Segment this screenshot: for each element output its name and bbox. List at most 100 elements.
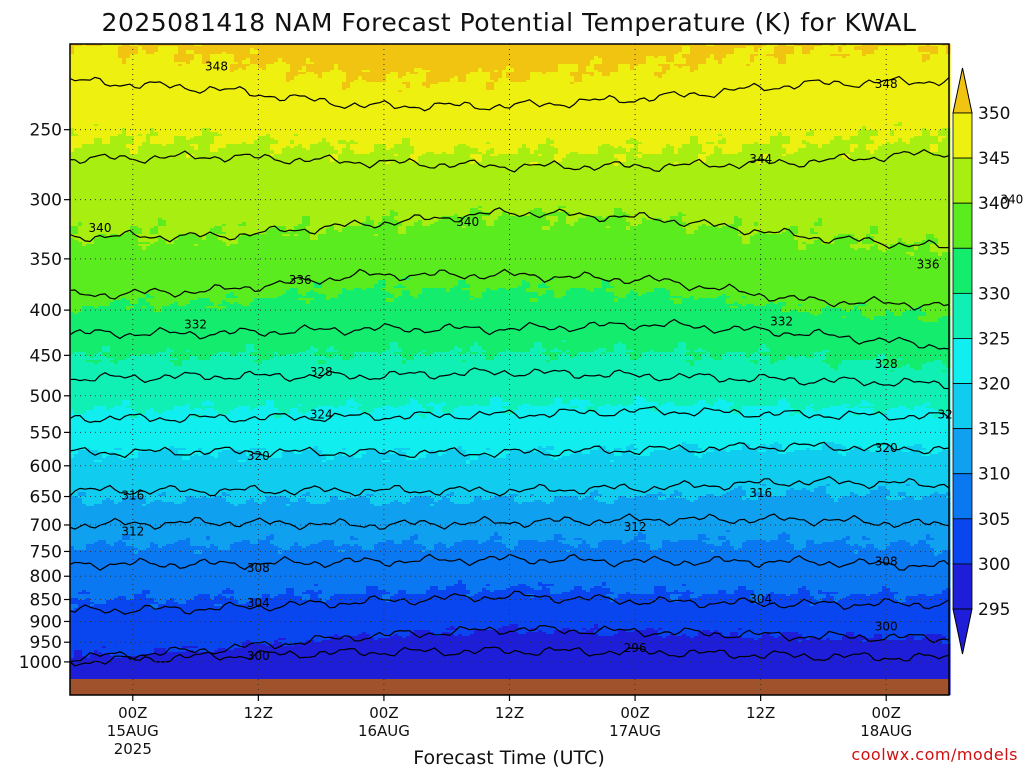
contour-fill-cell <box>586 74 591 155</box>
contour-fill-cell <box>366 82 371 155</box>
contour-fill-cell <box>378 280 383 355</box>
contour-fill-cell <box>762 406 767 445</box>
contour-fill-cell <box>126 44 131 59</box>
contour-fill-cell <box>550 450 555 459</box>
contour-fill-cell <box>370 152 375 221</box>
contour-fill-cell <box>142 242 147 245</box>
contour-fill-cell <box>790 632 795 695</box>
contour-fill-cell <box>790 54 795 155</box>
contour-fill-cell <box>690 444 695 503</box>
contour-fill-cell <box>698 458 703 497</box>
contour-fill-cell <box>774 362 779 407</box>
contour-fill-cell <box>710 142 715 145</box>
contour-fill-cell <box>354 636 359 695</box>
contour-fill-cell <box>738 218 743 227</box>
contour-fill-cell <box>306 594 311 601</box>
contour-fill-cell <box>858 446 863 497</box>
contour-fill-cell <box>494 290 499 357</box>
contour-fill-cell <box>346 594 351 637</box>
contour-fill-cell <box>582 154 587 219</box>
contour-fill-cell <box>250 642 255 695</box>
contour-fill-cell <box>802 140 807 145</box>
contour-fill-cell <box>574 288 579 357</box>
contour-fill-cell <box>682 46 687 55</box>
contour-fill-cell <box>614 456 619 501</box>
contour-fill-cell <box>870 544 875 595</box>
contour-fill-cell <box>402 82 407 85</box>
contour-fill-cell <box>174 136 179 241</box>
contour-fill-cell <box>282 646 287 695</box>
contour-fill-cell <box>194 596 199 647</box>
contour-fill-cell <box>110 546 115 601</box>
contour-fill-cell <box>110 44 115 137</box>
contour-fill-cell <box>134 154 139 227</box>
contour-fill-cell <box>846 596 851 633</box>
contour-fill-cell <box>774 594 779 639</box>
contour-fill-cell <box>118 360 123 407</box>
contour-fill-cell <box>854 136 859 145</box>
contour-fill-cell <box>754 52 759 55</box>
contour-fill-cell <box>850 408 855 451</box>
contour-fill-cell <box>894 450 899 501</box>
contour-fill-cell <box>322 44 327 73</box>
contour-fill-cell <box>918 316 923 321</box>
contour-fill-cell <box>774 234 779 305</box>
contour-fill-cell <box>382 504 387 543</box>
contour-fill-cell <box>538 144 543 155</box>
contour-fill-cell <box>166 410 171 449</box>
contour-fill-cell <box>662 74 667 149</box>
contour-fill-cell <box>442 632 447 695</box>
contour-fill-cell <box>766 56 771 145</box>
contour-fill-cell <box>566 64 571 155</box>
contour-fill-cell <box>418 294 423 353</box>
contour-fill-cell <box>574 398 579 407</box>
contour-fill-cell <box>418 404 423 415</box>
contour-fill-cell <box>802 250 807 313</box>
contour-fill-cell <box>222 414 227 451</box>
contour-fill-cell <box>626 140 631 145</box>
contour-fill-cell <box>710 550 715 553</box>
contour-fill-cell <box>802 450 807 489</box>
contour-fill-cell <box>262 136 267 235</box>
contour-fill-cell <box>322 138 327 235</box>
contour-fill-cell <box>898 496 903 501</box>
contour-fill-cell <box>902 602 907 641</box>
contour-fill-cell <box>106 498 111 545</box>
contour-fill-cell <box>106 654 111 695</box>
contour-fill-cell <box>138 46 143 135</box>
contour-fill-cell <box>406 594 411 637</box>
contour-fill-cell <box>678 212 683 297</box>
contour-fill-cell <box>642 496 647 535</box>
contour-fill-cell <box>486 360 491 407</box>
contour-fill-cell <box>862 408 867 451</box>
contour-fill-cell <box>634 44 639 67</box>
contour-fill-cell <box>794 632 799 695</box>
contour-fill-cell <box>866 250 871 319</box>
contour-fill-cell <box>102 306 107 347</box>
contour-fill-cell <box>130 226 135 305</box>
contour-fill-cell <box>538 582 543 587</box>
contour-fill-cell <box>166 306 171 349</box>
contour-fill-cell <box>238 462 243 505</box>
contour-fill-cell <box>294 44 299 77</box>
contour-fill-cell <box>626 406 631 447</box>
contour-fill-cell <box>306 58 311 65</box>
contour-fill-cell <box>662 352 667 405</box>
contour-fill-cell <box>466 590 471 595</box>
contour-fill-cell <box>494 72 499 83</box>
contour-fill-cell <box>170 304 175 351</box>
contour-fill-cell <box>238 236 243 305</box>
contour-fill-cell <box>366 450 371 495</box>
contour-fill-cell <box>550 212 555 217</box>
contour-fill-cell <box>442 352 447 403</box>
contour-fill-cell <box>678 148 683 213</box>
contour-fill-cell <box>786 542 791 597</box>
contour-fill-cell <box>470 502 475 541</box>
contour-fill-cell <box>670 402 675 451</box>
contour-fill-cell <box>926 130 931 235</box>
contour-fill-cell <box>310 504 315 545</box>
contour-fill-cell <box>242 306 247 353</box>
contour-fill-cell <box>202 128 207 241</box>
contour-fill-cell <box>118 134 123 237</box>
contour-fill-cell <box>358 634 363 695</box>
